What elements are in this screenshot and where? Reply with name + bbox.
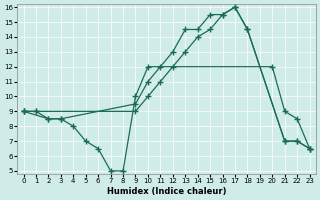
X-axis label: Humidex (Indice chaleur): Humidex (Indice chaleur) xyxy=(107,187,226,196)
